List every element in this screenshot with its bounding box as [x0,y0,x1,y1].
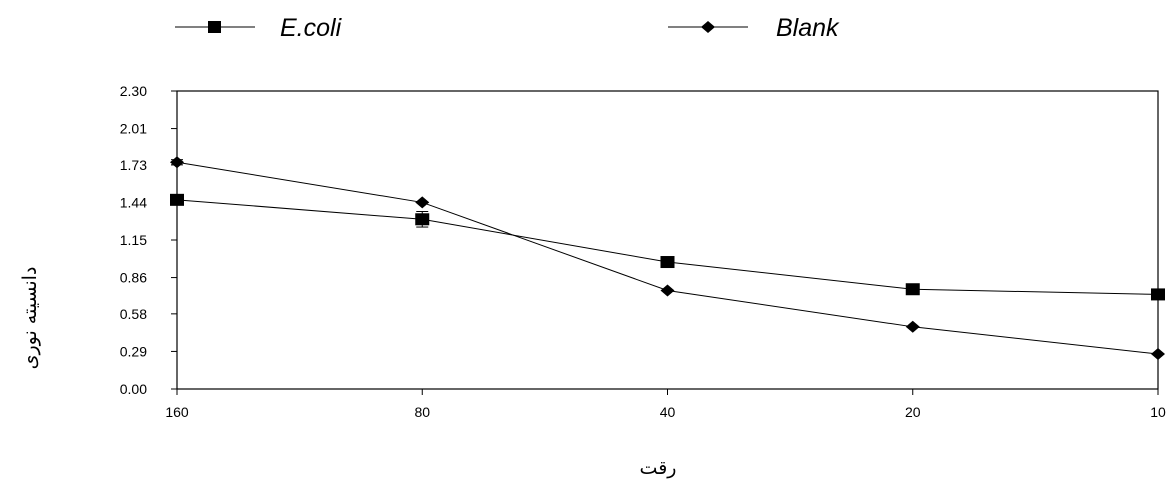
y-tick-label: 1.15 [120,232,147,248]
y-tick-label: 0.86 [120,270,147,286]
x-tick-label: 20 [905,404,921,420]
data-point-square [660,256,675,269]
legend-item-blank: Blank [668,14,840,42]
series-line [176,199,1159,295]
y-tick-label: 1.44 [120,194,147,210]
y-axis: 0.00 0.29 0.58 0.86 1.15 1.44 1.73 2.01 2.30 [120,83,177,397]
y-tick-label: 2.01 [120,121,147,137]
data-point-square [905,283,920,296]
legend: E.coli Blank [175,14,840,42]
series-layer [170,156,1165,361]
x-tick-label: 160 [165,404,189,420]
y-tick-label: 1.73 [120,157,147,173]
data-point-diamond [415,196,430,209]
data-point-square [170,193,184,206]
legend-diamond-marker [701,21,715,33]
series-1 [170,193,1165,301]
data-point-square [1151,288,1165,301]
x-tick-label: 40 [660,404,676,420]
x-tick-label: 10 [1150,404,1166,420]
legend-square-marker [208,21,221,33]
x-axis-title: رقت [640,457,677,479]
data-point-square [415,213,430,226]
data-point-diamond [905,320,920,333]
data-point-diamond [170,156,184,169]
x-tick-label: 80 [414,404,430,420]
y-axis-title: دانسیته نوری [19,267,41,370]
y-tick-label: 0.29 [120,343,147,359]
plot-area-frame [176,90,1159,390]
series-2 [170,156,1165,361]
y-tick-label: 0.00 [120,381,147,397]
legend-label-blank: Blank [776,14,840,42]
legend-item-ecoli: E.coli [175,14,343,42]
legend-label-ecoli: E.coli [280,14,343,42]
data-point-diamond [1151,348,1165,361]
x-axis: 160 80 40 20 10 [165,389,1166,420]
y-tick-label: 0.58 [120,306,147,322]
data-point-diamond [660,284,675,297]
y-tick-label: 2.30 [120,83,147,99]
